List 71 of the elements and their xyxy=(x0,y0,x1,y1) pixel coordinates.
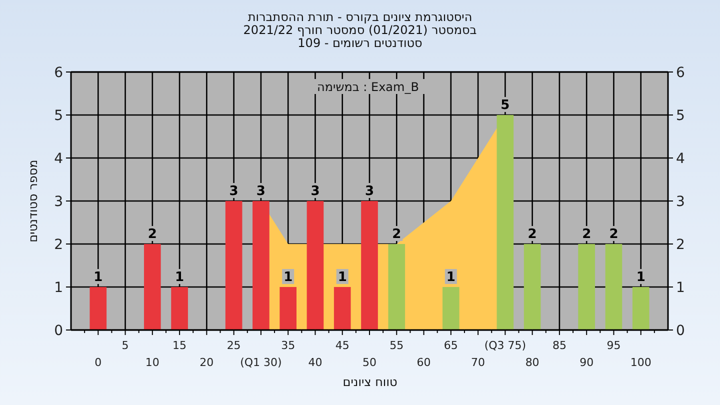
y2-tick-label: 5 xyxy=(676,108,685,124)
x-tick-label: 15 xyxy=(172,339,187,352)
y-tick-label: 2 xyxy=(54,237,63,253)
y2-tick-label: 1 xyxy=(676,280,685,296)
data-label: 3 xyxy=(256,184,266,199)
x-tick-label: (Q1 30) xyxy=(240,356,282,369)
x-tick-label: 10 xyxy=(145,356,160,369)
data-label: 3 xyxy=(229,184,238,199)
x-tick-label: 35 xyxy=(281,339,296,352)
y2-tick-label: 4 xyxy=(676,151,685,167)
y2-tick-label: 2 xyxy=(676,237,685,253)
x-tick-label: 100 xyxy=(630,356,652,369)
x-tick-label: 40 xyxy=(308,356,322,369)
y-tick-label: 3 xyxy=(54,194,63,210)
data-label: 1 xyxy=(338,270,347,285)
bar xyxy=(442,287,460,330)
x-tick-label: 20 xyxy=(200,356,214,369)
data-label: 1 xyxy=(94,270,103,285)
x-tick-label: 70 xyxy=(471,356,486,369)
bar xyxy=(361,201,378,330)
bar xyxy=(524,244,541,330)
x-tick-label: 80 xyxy=(525,356,540,369)
bar xyxy=(496,115,514,330)
chart-title: היסטוגרמת ציונים בקורס - תורת ההסתברות בסמסטר (01/2021) סמסטר חורף 2021/22 סטודנטים רשומים - 109 xyxy=(243,10,477,50)
x-tick-label: 85 xyxy=(552,339,566,352)
x-tick-label: 60 xyxy=(416,356,431,369)
x-tick-label: 25 xyxy=(226,339,241,352)
y-tick-label: 0 xyxy=(54,323,63,339)
x-axis-title: טווח ציונים xyxy=(342,375,398,389)
x-tick-label: 50 xyxy=(362,356,376,369)
data-label: 1 xyxy=(284,270,293,285)
data-label: 3 xyxy=(310,184,320,199)
bar xyxy=(605,244,622,330)
y-tick-label: 1 xyxy=(54,280,63,296)
x-tick-label: 55 xyxy=(390,339,404,352)
data-label: 2 xyxy=(582,227,592,242)
data-label: 2 xyxy=(609,227,618,242)
data-label: 1 xyxy=(175,270,184,285)
y2-tick-label: 0 xyxy=(676,323,685,339)
y-axis-title: מספר סטודנטים xyxy=(26,160,40,242)
data-label: 1 xyxy=(636,270,646,285)
x-tick-label: 65 xyxy=(444,339,458,352)
y-tick-label: 5 xyxy=(54,108,63,124)
data-label: 2 xyxy=(148,227,157,242)
bar xyxy=(334,287,351,330)
bar xyxy=(144,244,161,330)
x-tick-label: (Q3 75) xyxy=(484,339,526,352)
data-label: 5 xyxy=(500,98,510,113)
bar xyxy=(171,287,188,330)
data-label: 2 xyxy=(528,227,537,242)
y2-tick-label: 6 xyxy=(676,65,685,81)
data-label: 2 xyxy=(392,227,402,242)
bar xyxy=(632,287,650,330)
bar xyxy=(280,287,297,330)
bar xyxy=(306,201,324,330)
y-tick-label: 4 xyxy=(54,151,64,167)
x-tick-label: 95 xyxy=(606,339,621,352)
bar xyxy=(252,201,270,330)
data-label: 3 xyxy=(364,184,374,199)
bar xyxy=(90,287,107,330)
bar xyxy=(578,244,596,330)
bar xyxy=(388,244,406,330)
data-label: 1 xyxy=(446,270,456,285)
annotation: במשימה : Exam_B xyxy=(317,80,419,94)
x-tick-label: 0 xyxy=(94,356,102,369)
bar xyxy=(225,201,242,330)
y-tick-label: 6 xyxy=(54,65,64,81)
y2-tick-label: 3 xyxy=(676,194,685,210)
x-tick-label: 90 xyxy=(580,356,594,369)
x-tick-label: 5 xyxy=(122,339,129,352)
x-tick-label: 45 xyxy=(335,339,350,352)
